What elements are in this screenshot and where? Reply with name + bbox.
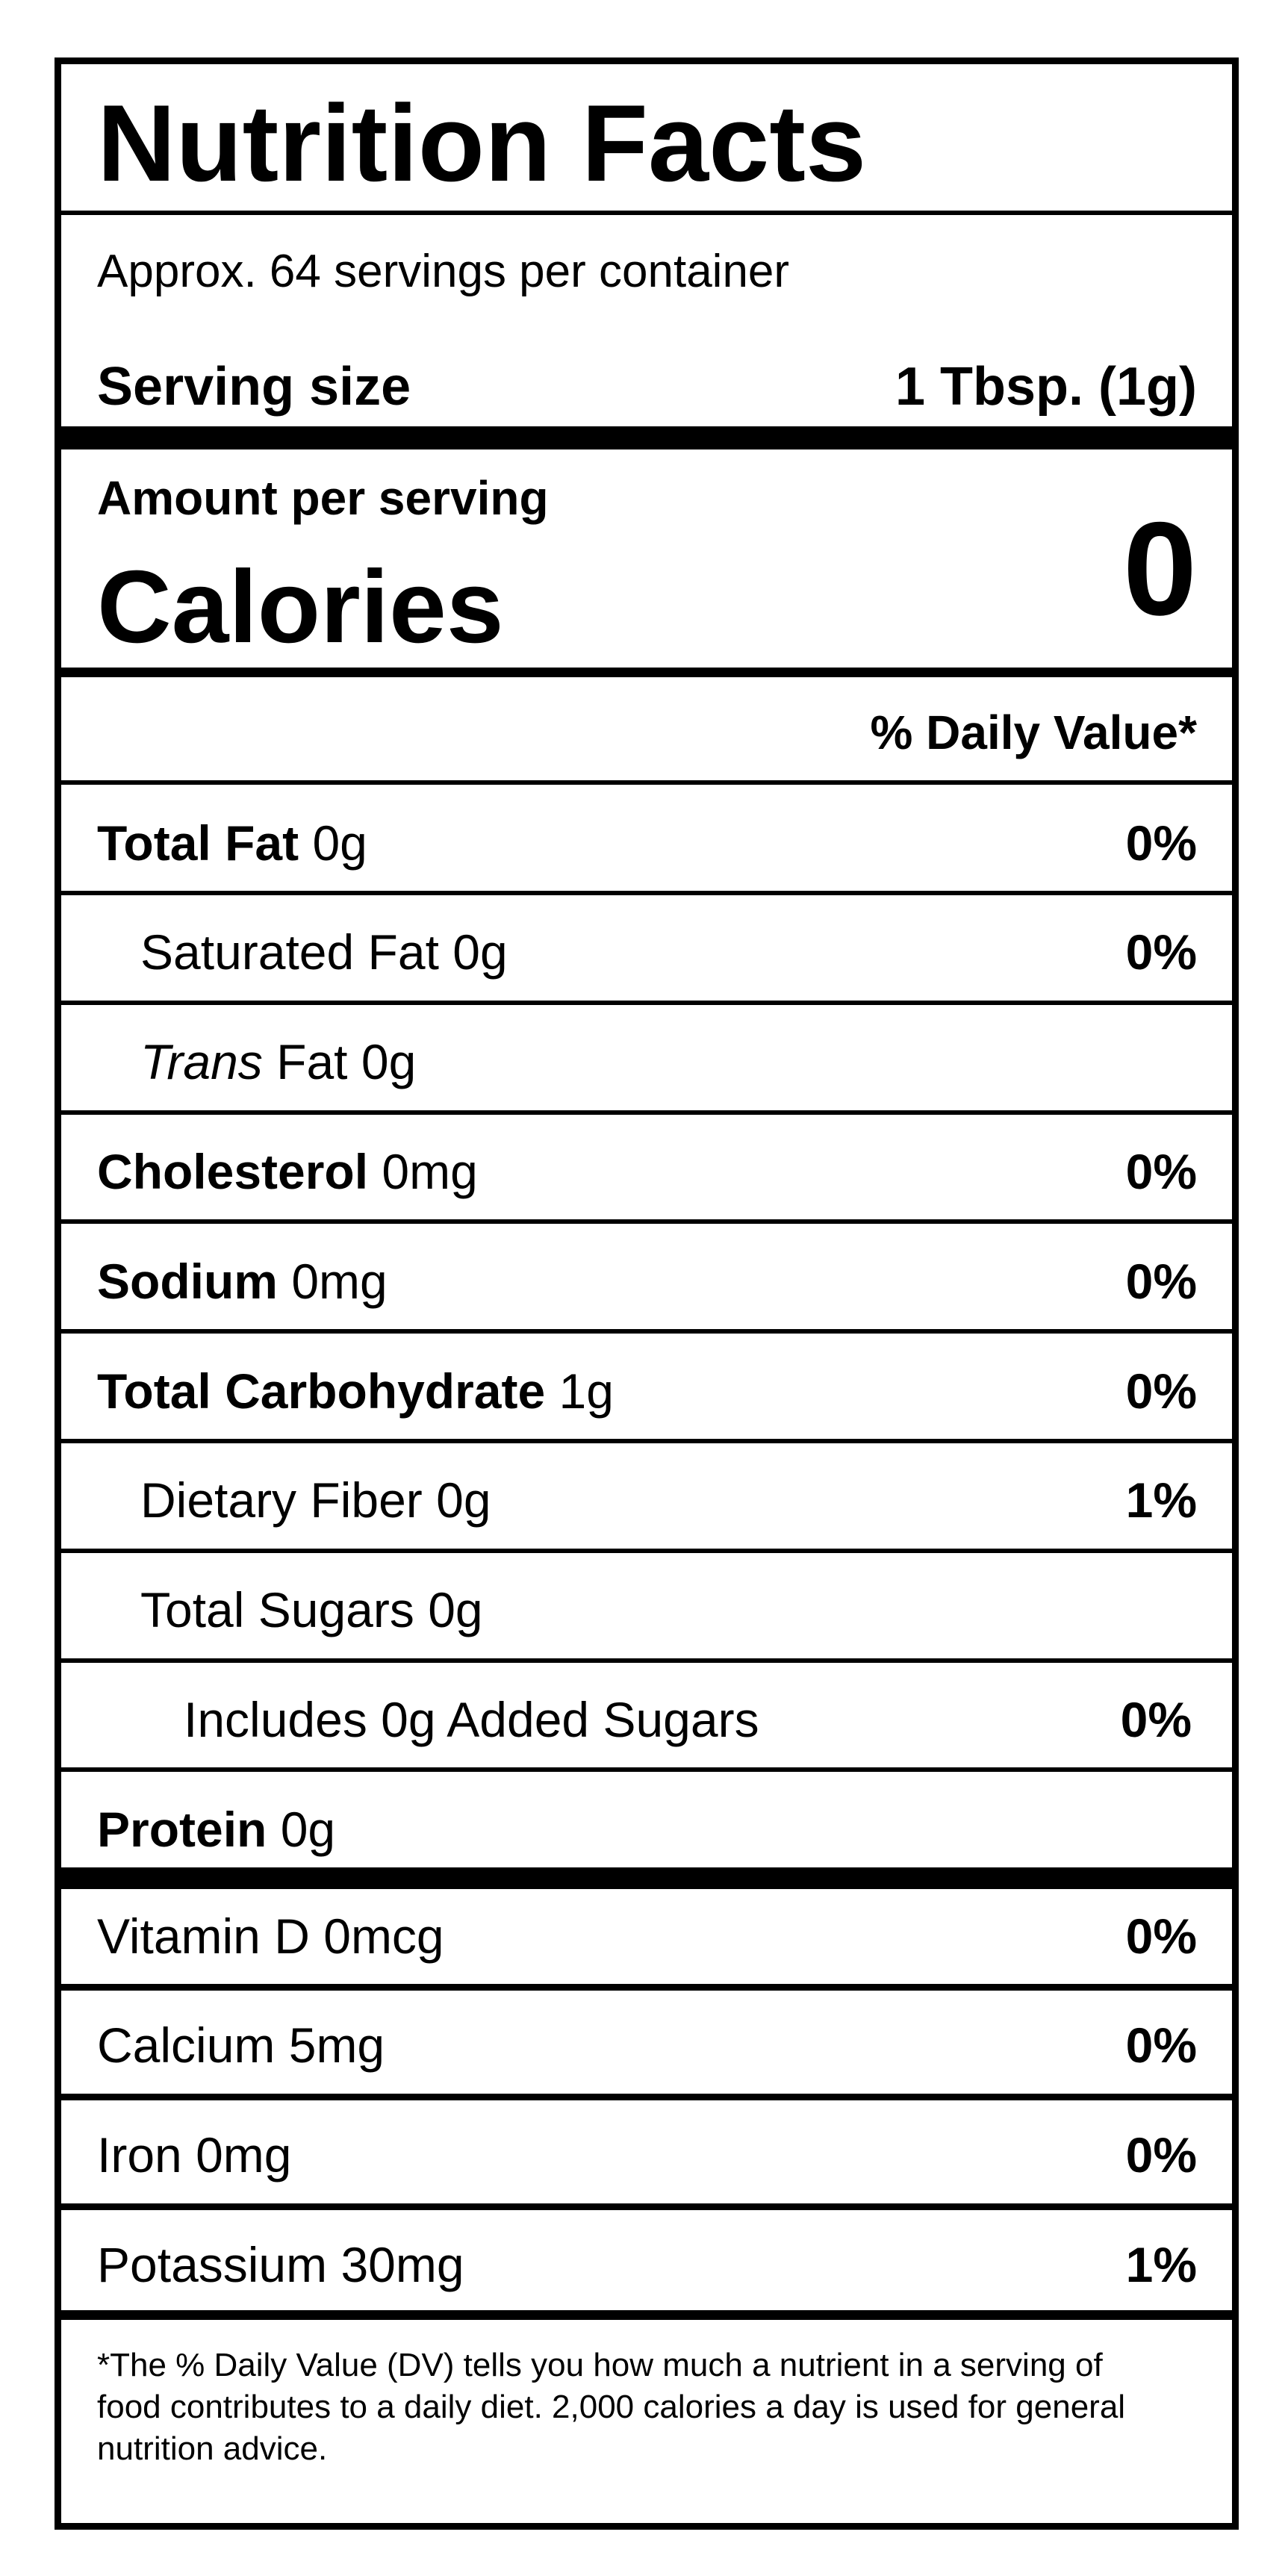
vitamin-name: Iron bbox=[97, 2127, 182, 2183]
vitamin-amount: 0mcg bbox=[323, 1908, 444, 1964]
nutrient-name: Total Carbohydrate bbox=[97, 1363, 546, 1419]
rule bbox=[61, 1867, 1232, 1889]
nutrient-name: Total Sugars bbox=[140, 1582, 414, 1638]
nutrient-row: Total Fat 0g bbox=[97, 818, 367, 868]
rule bbox=[61, 1219, 1232, 1225]
title: Nutrition Facts bbox=[97, 82, 867, 205]
daily-value: 0% bbox=[1125, 924, 1197, 980]
nutrient-amount: 0g bbox=[428, 1582, 483, 1638]
nutrient-name: Sodium bbox=[97, 1253, 278, 1309]
nutrient-row: Total Carbohydrate 1g bbox=[97, 1366, 614, 1416]
daily-value: 0% bbox=[1125, 1363, 1197, 1419]
nutrient-name: Saturated Fat bbox=[140, 924, 439, 980]
daily-value: 0% bbox=[1125, 1253, 1197, 1309]
calories-value: 0 bbox=[1123, 494, 1197, 644]
vitamin-name: Calcium bbox=[97, 2017, 276, 2073]
rule bbox=[61, 1110, 1232, 1115]
nutrient-amount: 0g bbox=[436, 1472, 491, 1528]
servings: Approx. 64 servings per container bbox=[97, 246, 790, 298]
nutrient-row: Includes 0g Added Sugars bbox=[184, 1695, 759, 1744]
vitamin-name: Potassium bbox=[97, 2237, 328, 2293]
rule bbox=[61, 1984, 1232, 1991]
nutrient-name: Dietary Fiber bbox=[140, 1472, 423, 1528]
serving-size-label: Serving size bbox=[97, 356, 411, 417]
vitamin-row: Iron 0mg bbox=[97, 2130, 291, 2180]
vitamin-amount: 30mg bbox=[340, 2237, 464, 2293]
nutrient-amount: 0mg bbox=[291, 1253, 388, 1309]
rule bbox=[61, 1767, 1232, 1773]
nutrient-row: Sodium 0mg bbox=[97, 1257, 388, 1306]
daily-value: 0% bbox=[1125, 1144, 1197, 1200]
daily-value: 0% bbox=[1125, 2127, 1197, 2183]
rule bbox=[61, 1548, 1232, 1553]
daily-value-header: % Daily Value* bbox=[870, 705, 1197, 759]
nutrition-label: *The % Daily Value (DV) tells you how mu… bbox=[55, 57, 1239, 2530]
rule bbox=[61, 780, 1232, 785]
nutrient-name: Cholesterol bbox=[97, 1144, 369, 1200]
nutrient-name: Trans bbox=[140, 1034, 263, 1090]
rule bbox=[61, 1329, 1232, 1334]
daily-value: 1% bbox=[1125, 1472, 1197, 1528]
nutrient-row: Protein 0g bbox=[97, 1805, 335, 1854]
nutrient-amount: 0g bbox=[280, 1801, 336, 1857]
serving-size: 1 Tbsp. (1g) bbox=[895, 356, 1197, 417]
nutrient-name: Includes 0g Added Sugars bbox=[184, 1692, 759, 1748]
amount-label: Amount per serving bbox=[97, 470, 549, 525]
nutrient-name: Protein bbox=[97, 1801, 267, 1857]
nutrient-row: Saturated Fat 0g bbox=[140, 927, 508, 977]
vitamin-name: Vitamin D bbox=[97, 1908, 310, 1964]
vitamin-amount: 0mg bbox=[196, 2127, 292, 2183]
daily-value: 0% bbox=[1125, 815, 1197, 871]
rule bbox=[61, 2310, 1232, 2320]
daily-value: 1% bbox=[1125, 2237, 1197, 2293]
nutrient-name-rest: Fat bbox=[276, 1034, 348, 1090]
rule bbox=[61, 2093, 1232, 2100]
rule bbox=[61, 426, 1232, 449]
vitamin-row: Calcium 5mg bbox=[97, 2020, 385, 2070]
nutrient-row: Trans Fat 0g bbox=[140, 1037, 416, 1086]
nutrient-amount: 0mg bbox=[382, 1144, 478, 1200]
nutrient-amount: 1g bbox=[559, 1363, 614, 1419]
nutrient-amount: 0g bbox=[312, 815, 367, 871]
nutrient-name: Total Fat bbox=[97, 815, 299, 871]
rule bbox=[61, 1000, 1232, 1005]
vitamin-row: Potassium 30mg bbox=[97, 2240, 464, 2289]
daily-value: 0% bbox=[1125, 2017, 1197, 2073]
rule bbox=[61, 891, 1232, 895]
nutrient-amount: 0g bbox=[361, 1034, 417, 1090]
vitamin-amount: 5mg bbox=[288, 2017, 385, 2073]
rule bbox=[61, 2203, 1232, 2210]
calories-label: Calories bbox=[97, 549, 504, 665]
rule bbox=[61, 668, 1232, 677]
rule bbox=[61, 1658, 1232, 1663]
daily-value: 0% bbox=[1120, 1692, 1192, 1748]
vitamin-row: Vitamin D 0mcg bbox=[97, 1911, 444, 1961]
nutrient-row: Cholesterol 0mg bbox=[97, 1147, 478, 1196]
nutrient-row: Dietary Fiber 0g bbox=[140, 1475, 491, 1525]
daily-value: 0% bbox=[1125, 1908, 1197, 1964]
rule bbox=[61, 211, 1232, 215]
nutrient-amount: 0g bbox=[452, 924, 508, 980]
nutrient-row: Total Sugars 0g bbox=[140, 1585, 483, 1634]
footnote: *The % Daily Value (DV) tells you how mu… bbox=[97, 2347, 1126, 2467]
rule bbox=[61, 1439, 1232, 1443]
